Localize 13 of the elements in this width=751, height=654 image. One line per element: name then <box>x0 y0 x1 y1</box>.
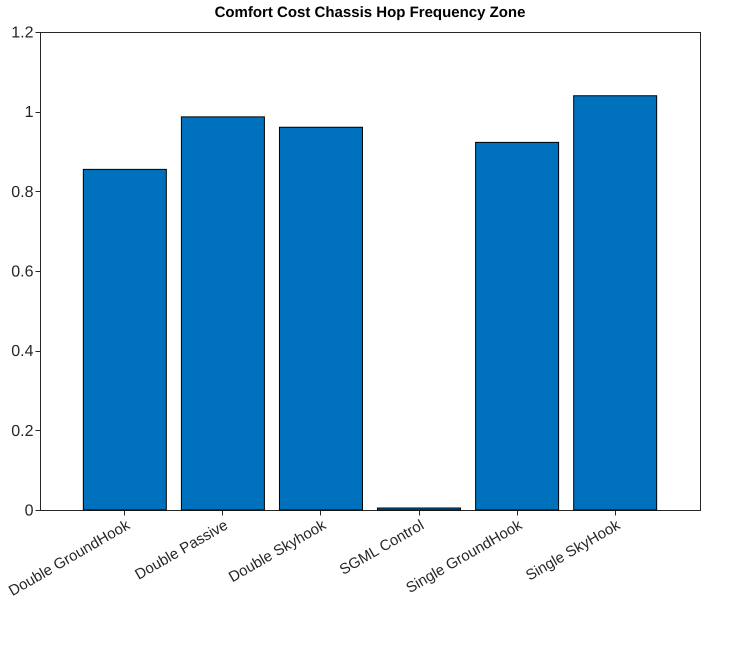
bar <box>573 95 658 510</box>
y-tick-label: 0.6 <box>11 264 34 280</box>
y-tick-label: 1.2 <box>11 24 34 42</box>
bar <box>82 168 167 510</box>
y-tick-label: 0 <box>24 502 34 520</box>
bar <box>475 142 560 510</box>
y-tick-label: 1 <box>24 104 34 122</box>
y-tick-label: 0.2 <box>11 422 34 440</box>
y-tick-label: 0.8 <box>11 184 34 201</box>
y-tick-label: 0.4 <box>11 343 34 360</box>
chart-title: Comfort Cost Chassis Hop Frequency Zone <box>214 4 526 21</box>
bar <box>278 126 363 510</box>
bar <box>180 116 265 510</box>
